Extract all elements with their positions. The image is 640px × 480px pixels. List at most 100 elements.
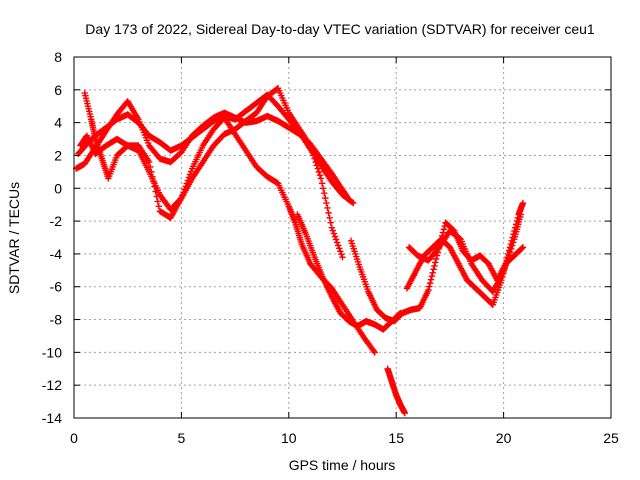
x-tick-label: 25 (603, 430, 619, 446)
data-point (152, 188, 159, 195)
data-point (440, 226, 448, 233)
data-point (430, 266, 437, 273)
data-point (155, 203, 163, 210)
data-point (310, 152, 317, 159)
data-point (327, 219, 334, 226)
y-axis-title: SDTVAR / TECUs (6, 182, 22, 294)
y-tick-label: 4 (54, 115, 62, 131)
data-point (148, 168, 155, 176)
x-tick-label: 10 (281, 430, 297, 446)
data-point (153, 193, 160, 200)
data-point (316, 171, 324, 179)
data-point (507, 245, 515, 253)
data-point (432, 255, 440, 263)
data-point (336, 245, 343, 252)
data-point (326, 214, 333, 222)
data-point (502, 262, 509, 269)
x-tick-label: 5 (178, 430, 186, 446)
data-point (315, 168, 323, 176)
data-point (371, 349, 378, 356)
data-point (517, 211, 524, 218)
y-tick-label: 0 (54, 180, 62, 196)
data-point (147, 163, 154, 171)
data-point (501, 265, 508, 272)
data-point (308, 145, 315, 153)
data-point (317, 175, 325, 182)
data-point (500, 268, 507, 276)
data-point (186, 171, 194, 178)
y-tick-label: -8 (50, 312, 63, 328)
data-point (150, 178, 157, 185)
data-point (350, 199, 357, 207)
data-point (333, 239, 341, 246)
data-point (331, 233, 339, 240)
data-point (182, 183, 189, 190)
data-point (323, 199, 330, 207)
data-point (401, 409, 408, 417)
data-point (456, 235, 463, 242)
data-point (151, 183, 158, 190)
data-point (338, 251, 345, 258)
y-tick-label: -6 (50, 279, 63, 295)
data-point (145, 158, 153, 166)
chart-title: Day 173 of 2022, Sidereal Day-to-day VTE… (85, 21, 595, 37)
data-point (185, 174, 193, 181)
data-points (72, 84, 527, 417)
y-tick-label: 2 (54, 147, 62, 163)
data-point (311, 155, 318, 162)
data-point (325, 209, 332, 217)
data-point (519, 199, 527, 207)
data-point (322, 194, 329, 202)
data-point (337, 248, 344, 255)
data-point (505, 252, 513, 259)
data-point (309, 148, 316, 156)
data-point (510, 239, 517, 246)
data-point (425, 286, 432, 294)
data-point (313, 162, 320, 169)
data-point (178, 194, 185, 202)
data-point (318, 180, 326, 187)
y-tick-label: 8 (54, 49, 62, 65)
data-point (183, 180, 190, 187)
data-point (307, 142, 314, 149)
data-point (179, 191, 186, 199)
y-tick-label: -4 (50, 246, 63, 262)
data-point (187, 168, 195, 175)
data-point (518, 244, 526, 252)
y-tick-label: -10 (42, 344, 62, 360)
data-point (312, 158, 319, 166)
series-sat-g (384, 365, 408, 417)
data-point (314, 165, 321, 172)
data-point (426, 279, 434, 287)
data-point (426, 283, 433, 290)
y-tick-label: -14 (42, 410, 62, 426)
plot-frame (73, 56, 612, 419)
y-axis-ticks: -14 -12 -10 -8 -6 -4 -2 0 2 4 6 8 (42, 49, 611, 426)
series-sat-i (405, 211, 524, 295)
data-point (428, 273, 436, 280)
y-tick-label: 6 (54, 82, 62, 98)
data-point (348, 199, 356, 206)
data-point (332, 236, 340, 243)
x-tick-label: 0 (70, 430, 78, 446)
data-point (432, 259, 439, 266)
data-point (431, 262, 438, 270)
grid-lines (74, 57, 611, 418)
data-point (439, 229, 447, 236)
data-point (184, 177, 192, 184)
data-point (154, 198, 161, 205)
data-point (319, 185, 327, 192)
data-point (506, 249, 514, 256)
series-sat-e (294, 211, 404, 333)
data-point (504, 255, 512, 263)
data-point (508, 242, 516, 249)
y-tick-label: -12 (42, 377, 62, 393)
series-sat-f (347, 219, 527, 325)
x-tick-label: 20 (496, 430, 512, 446)
data-point (429, 269, 436, 276)
data-point (330, 230, 338, 237)
data-point (181, 186, 188, 193)
data-point (180, 189, 187, 196)
data-point (321, 189, 328, 197)
